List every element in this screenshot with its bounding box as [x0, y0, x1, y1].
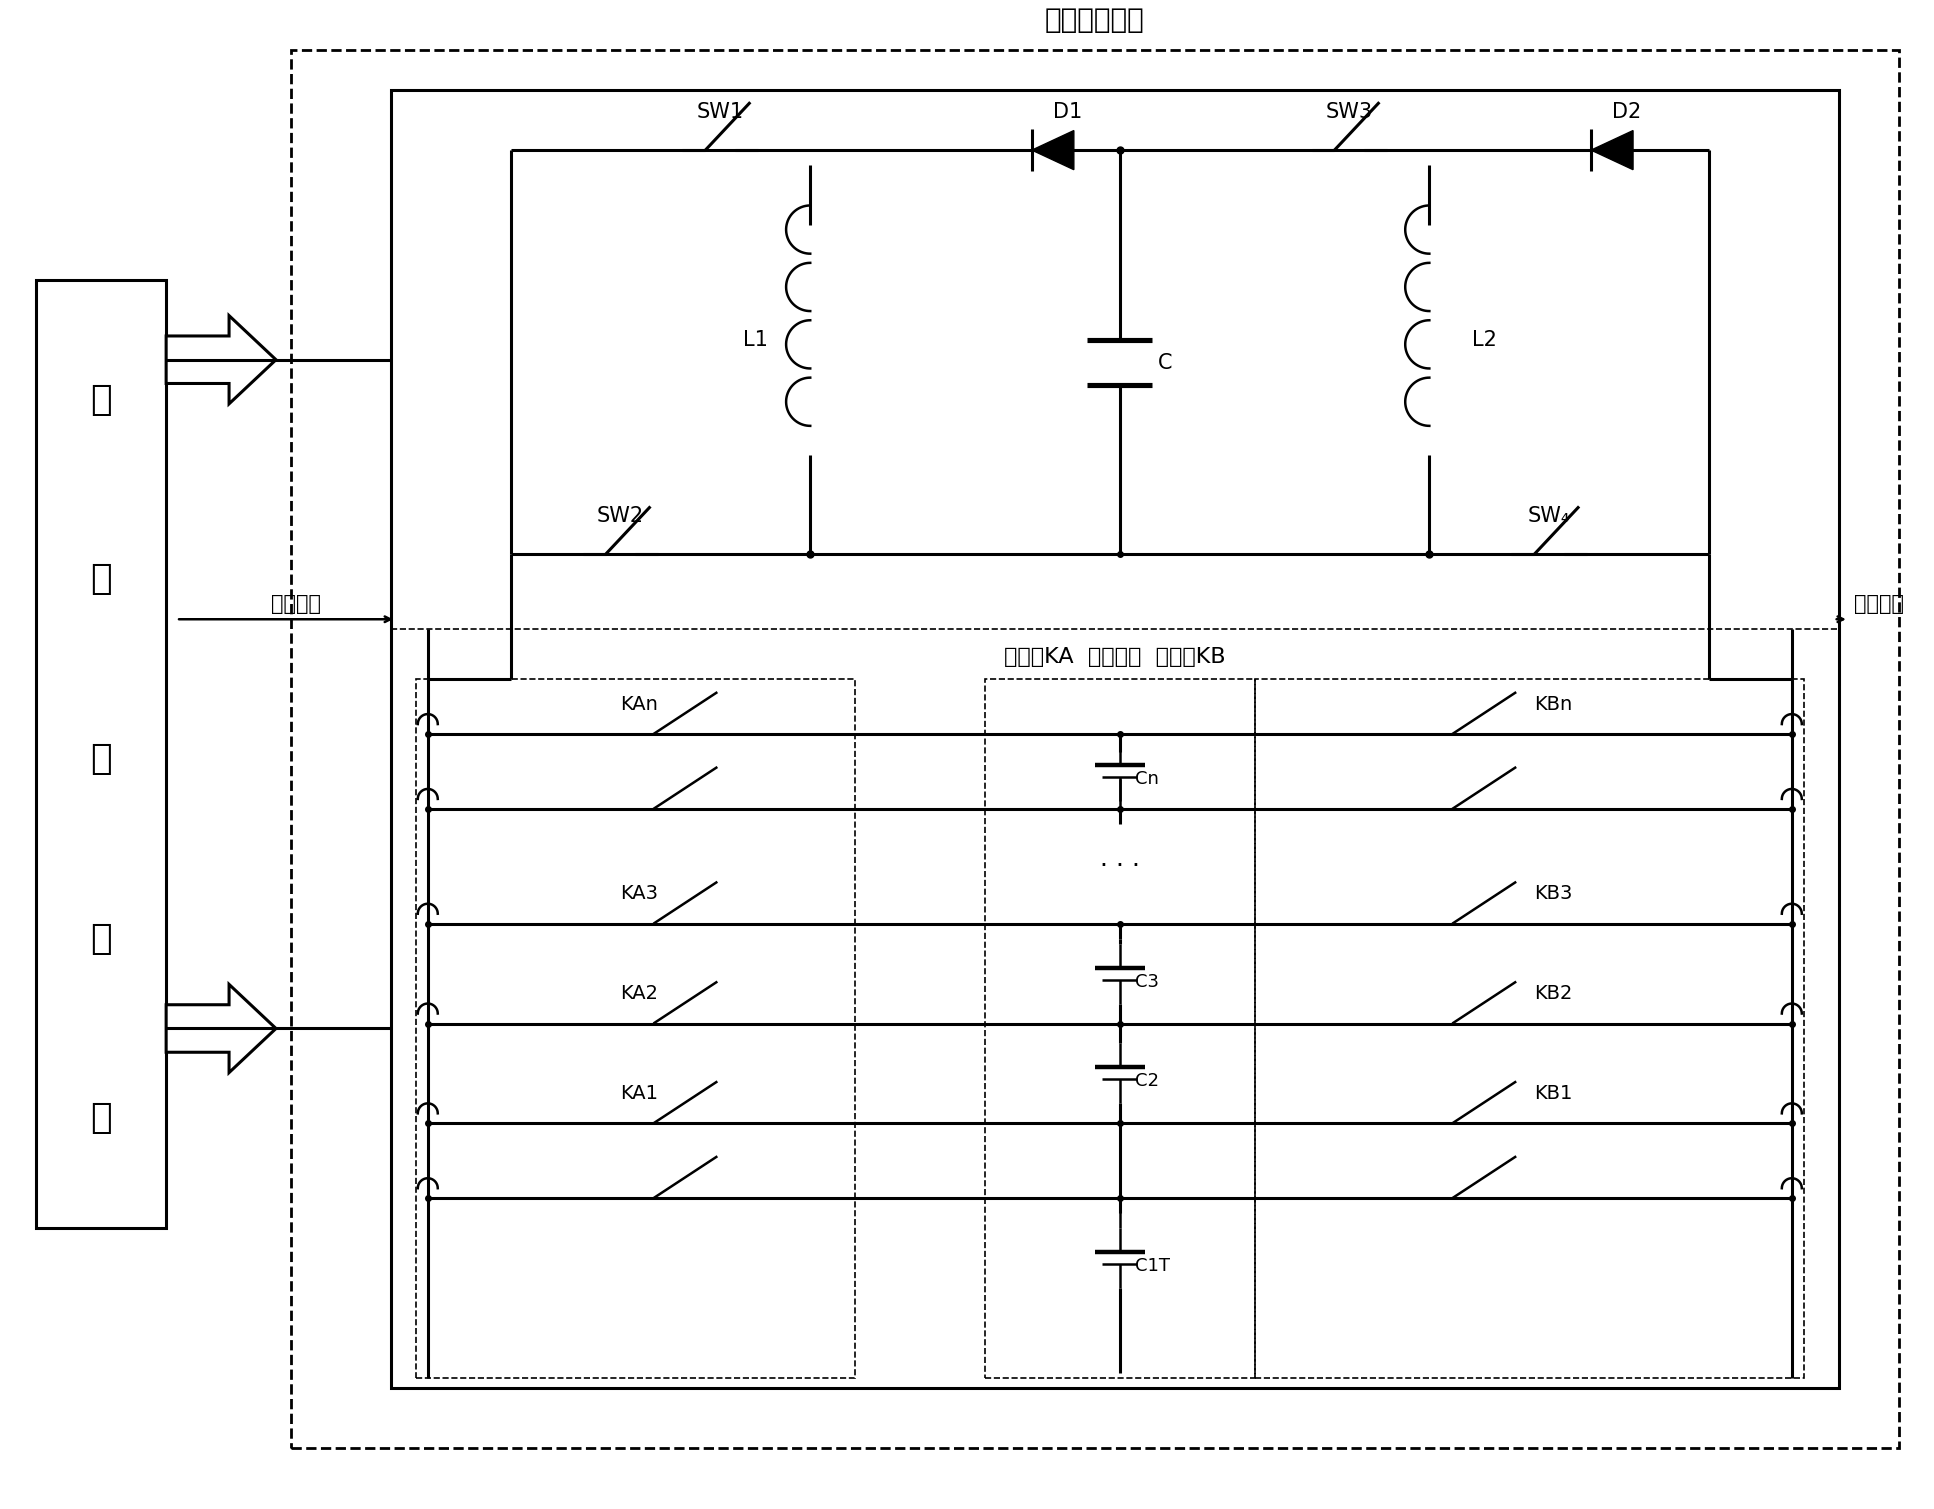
- Text: KB2: KB2: [1534, 984, 1572, 1003]
- Text: C1T: C1T: [1135, 1257, 1170, 1275]
- Text: C: C: [1157, 353, 1172, 373]
- Text: 控: 控: [91, 742, 112, 776]
- Text: L1: L1: [743, 330, 768, 350]
- Text: KA3: KA3: [621, 884, 658, 904]
- Text: 衡: 衡: [91, 563, 112, 596]
- Bar: [290, 50, 1899, 1447]
- Text: 充电总线: 充电总线: [1853, 595, 1903, 614]
- Text: SW2: SW2: [598, 507, 644, 527]
- Text: KB1: KB1: [1534, 1083, 1572, 1103]
- Text: D1: D1: [1054, 103, 1083, 122]
- Text: 器: 器: [91, 1102, 112, 1135]
- Text: L2: L2: [1472, 330, 1497, 350]
- Polygon shape: [1592, 131, 1632, 169]
- Bar: [416, 679, 855, 1378]
- Text: SW3: SW3: [1327, 103, 1373, 122]
- Text: KAn: KAn: [621, 694, 658, 714]
- Text: 能量转移电路: 能量转移电路: [1044, 6, 1145, 35]
- Text: C2: C2: [1135, 1073, 1158, 1091]
- Bar: [984, 679, 1255, 1378]
- Text: · · ·: · · ·: [1100, 854, 1139, 878]
- Bar: [391, 91, 1839, 1388]
- Polygon shape: [166, 984, 277, 1073]
- Text: KBn: KBn: [1534, 694, 1572, 714]
- Polygon shape: [166, 315, 277, 404]
- Text: Cn: Cn: [1135, 771, 1158, 789]
- Text: SW₄: SW₄: [1528, 507, 1570, 527]
- Text: KA1: KA1: [621, 1083, 658, 1103]
- Text: 均: 均: [91, 383, 112, 416]
- Polygon shape: [1033, 131, 1073, 169]
- Text: 放电总线: 放电总线: [271, 595, 321, 614]
- Text: SW1: SW1: [696, 103, 745, 122]
- Text: D2: D2: [1613, 103, 1642, 122]
- Text: 开关组KA  电池模块  开关组KB: 开关组KA 电池模块 开关组KB: [1004, 647, 1226, 667]
- Text: C3: C3: [1135, 973, 1158, 990]
- Bar: [1255, 679, 1804, 1378]
- Bar: [37, 279, 166, 1228]
- Text: 制: 制: [91, 922, 112, 955]
- Text: KB3: KB3: [1534, 884, 1572, 904]
- Text: KA2: KA2: [621, 984, 658, 1003]
